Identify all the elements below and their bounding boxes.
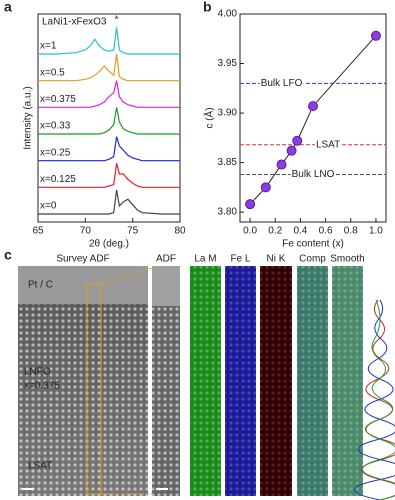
image-title: Survey ADF [56, 254, 109, 265]
image-title: Fe L [230, 254, 250, 265]
series-label: x=0.33 [40, 121, 71, 132]
xrd-curve [38, 53, 180, 82]
series-label: x=0.375 [40, 94, 76, 105]
image-label: LNFO [24, 367, 51, 378]
y-tick-label: 4.00 [218, 9, 238, 20]
lattice [225, 266, 256, 496]
y-tick-label: 3.90 [218, 108, 238, 119]
series-label: x=0 [40, 201, 57, 212]
x-tick-label: 0.4 [293, 226, 307, 237]
plot-frame [37, 13, 181, 223]
scale-bar [156, 488, 168, 490]
reference-label: LSAT [316, 139, 340, 150]
series-label: x=0.5 [40, 67, 65, 78]
x-axis-label: Fe content (x) [282, 239, 344, 250]
lattice [18, 304, 148, 496]
x-tick-label: 80 [174, 226, 186, 237]
panel-label: a [4, 0, 12, 15]
series-label: x=1 [40, 41, 57, 52]
label-bg [259, 77, 304, 89]
scale-bar [22, 488, 34, 490]
data-point [245, 199, 256, 210]
reference-label: Bulk LNO [292, 169, 335, 180]
y-tick-label: 3.85 [218, 157, 238, 168]
image-label: Pt / C [28, 280, 53, 291]
xrd-curve [38, 136, 180, 162]
x-tick-label: 70 [80, 226, 92, 237]
x-tick-label: 65 [32, 226, 44, 237]
zoom-line [100, 267, 153, 285]
y-tick-label: 3.80 [218, 207, 238, 218]
x-axis-label: 2θ (deg.) [89, 239, 129, 250]
lattice [297, 266, 328, 496]
profile [362, 299, 395, 500]
series-label: x=0.25 [40, 147, 71, 158]
data-point [292, 135, 303, 146]
data-point [276, 159, 287, 170]
data-point [370, 30, 381, 41]
lattice [190, 266, 221, 496]
image-label: LSAT [28, 461, 52, 472]
data-point [308, 101, 318, 112]
lattice [260, 266, 292, 496]
image-title: Ni K [267, 254, 286, 265]
x-tick-label: 75 [127, 226, 139, 237]
lattice [152, 306, 180, 496]
reference-label: Bulk LFO [261, 78, 303, 89]
data-point [286, 145, 297, 156]
lattice [332, 266, 363, 496]
x-tick-label: 0.8 [344, 226, 358, 237]
label-bg [314, 139, 342, 151]
roi-box [86, 283, 102, 495]
data-point [260, 182, 271, 193]
series-label: x=0.125 [40, 174, 76, 185]
label-bg [290, 169, 336, 181]
title: LaNi1-xFexO3 [42, 17, 107, 28]
y-axis-label: c (Å) [203, 107, 216, 128]
x-tick-label: 0.6 [319, 226, 333, 237]
image-title: Comp [299, 254, 326, 265]
images [18, 266, 395, 500]
image-title: Smooth [330, 254, 364, 265]
image-label: x=0.375 [24, 381, 60, 392]
x-tick-label: 0.0 [243, 226, 257, 237]
panel-label: c [4, 247, 12, 263]
xrd-curve [38, 163, 180, 188]
image-title: La M [194, 254, 216, 265]
xrd-curve [38, 80, 180, 108]
x-tick-label: 0.2 [268, 226, 282, 237]
cap-layer [18, 266, 148, 304]
annotation: * [115, 15, 119, 26]
image-title: ADF [156, 254, 176, 265]
xrd-curve [38, 189, 180, 215]
y-axis-label: Intensity (a.u.) [23, 86, 34, 149]
plot-frame [239, 13, 387, 223]
y-tick-label: 3.95 [218, 58, 238, 69]
cap-layer [152, 266, 180, 306]
panel-label: b [203, 0, 212, 15]
xrd-curve [38, 27, 180, 55]
x-tick-label: 1.0 [369, 226, 383, 237]
profile [354, 299, 395, 500]
xrd-curve [38, 107, 180, 135]
